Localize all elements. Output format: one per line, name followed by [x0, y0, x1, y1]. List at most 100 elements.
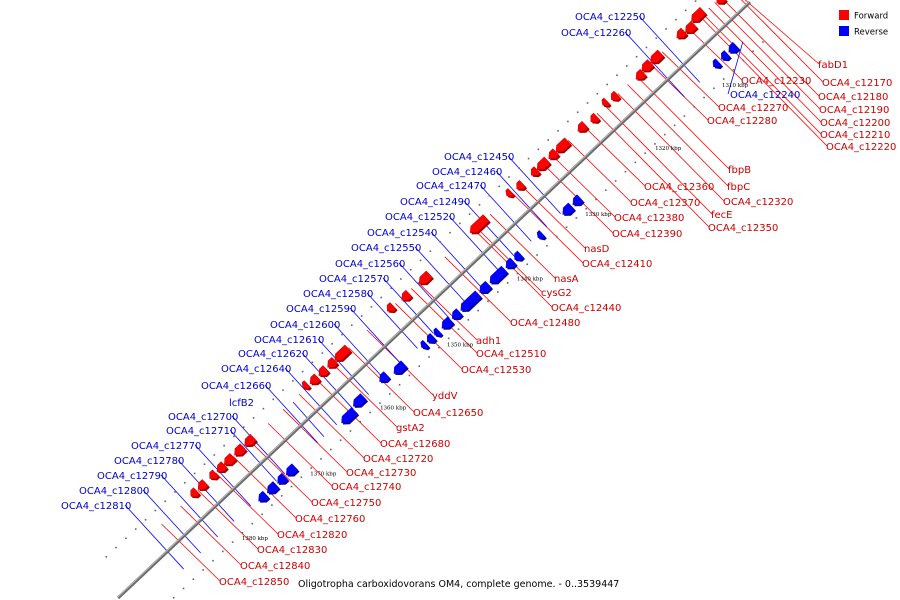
reverse-gene-label[interactable]: OCA4_c12580: [303, 289, 373, 300]
reverse-gene-label[interactable]: OCA4_c12470: [416, 181, 486, 192]
reverse-gene-label[interactable]: OCA4_c12780: [114, 456, 184, 467]
reverse-gene-arrow[interactable]: [536, 230, 547, 241]
forward-gene-label[interactable]: OCA4_c12350: [708, 223, 778, 234]
reverse-gene-label[interactable]: OCA4_c12600: [270, 320, 340, 331]
reverse-gene-arrow[interactable]: [433, 327, 444, 338]
reverse-gene-label[interactable]: OCA4_c12460: [432, 167, 502, 178]
forward-gene-arrow[interactable]: [334, 344, 353, 363]
forward-gene-label[interactable]: fecE: [711, 210, 733, 221]
forward-gene-arrow[interactable]: [234, 443, 248, 457]
forward-gene-arrow[interactable]: [209, 469, 221, 481]
reverse-gene-label[interactable]: OCA4_c12260: [561, 28, 631, 39]
reverse-gene-arrow[interactable]: [460, 290, 483, 312]
reverse-gene-arrow[interactable]: [451, 308, 464, 321]
forward-gene-label[interactable]: OCA4_c12230: [741, 76, 811, 87]
forward-gene-arrow[interactable]: [224, 453, 238, 467]
forward-gene-arrow[interactable]: [548, 148, 561, 161]
forward-gene-arrow[interactable]: [401, 289, 414, 302]
reverse-gene-arrow[interactable]: [489, 265, 510, 285]
forward-gene-arrow[interactable]: [318, 365, 331, 378]
reverse-gene-arrow[interactable]: [441, 316, 456, 330]
forward-gene-arrow[interactable]: [676, 27, 689, 40]
reverse-gene-arrow[interactable]: [277, 472, 290, 485]
reverse-gene-label[interactable]: OCA4_c12570: [319, 274, 389, 285]
forward-gene-arrow[interactable]: [691, 6, 708, 24]
forward-gene-label[interactable]: OCA4_c12390: [612, 229, 682, 240]
forward-gene-label[interactable]: OCA4_c12380: [614, 213, 684, 224]
reverse-gene-label[interactable]: OCA4_c12640: [221, 364, 291, 375]
forward-gene-label[interactable]: OCA4_c12760: [295, 514, 365, 525]
reverse-gene-arrow[interactable]: [426, 332, 438, 345]
forward-gene-label[interactable]: fbpC: [727, 182, 750, 193]
forward-gene-label[interactable]: nasD: [584, 244, 610, 255]
forward-gene-arrow[interactable]: [536, 156, 552, 172]
forward-gene-label[interactable]: OCA4_c12370: [630, 198, 700, 209]
forward-gene-arrow[interactable]: [641, 59, 656, 73]
reverse-gene-label[interactable]: OCA4_c12490: [400, 197, 470, 208]
forward-gene-arrow[interactable]: [418, 270, 434, 286]
forward-gene-arrow[interactable]: [190, 487, 202, 499]
reverse-gene-label[interactable]: OCA4_c12810: [61, 501, 131, 512]
forward-gene-arrow[interactable]: [650, 49, 666, 65]
reverse-gene-arrow[interactable]: [341, 407, 360, 425]
reverse-gene-arrow[interactable]: [379, 371, 392, 384]
forward-gene-label[interactable]: OCA4_c12280: [707, 116, 777, 127]
reverse-gene-arrow[interactable]: [420, 339, 431, 351]
reverse-gene-label[interactable]: OCA4_c12550: [351, 243, 421, 254]
forward-gene-label[interactable]: OCA4_c12680: [380, 439, 450, 450]
reverse-gene-arrow[interactable]: [258, 490, 271, 503]
forward-gene-label[interactable]: OCA4_c12830: [257, 545, 327, 556]
forward-gene-label[interactable]: fbpB: [728, 165, 751, 176]
forward-gene-label[interactable]: OCA4_c12170: [822, 78, 892, 89]
forward-gene-label[interactable]: gstA2: [396, 423, 425, 434]
reverse-gene-label[interactable]: OCA4_c12240: [730, 90, 800, 101]
forward-gene-label[interactable]: OCA4_c12750: [311, 498, 381, 509]
forward-gene-label[interactable]: OCA4_c12210: [820, 130, 890, 141]
reverse-gene-arrow[interactable]: [353, 393, 369, 408]
forward-gene-label[interactable]: fabD1: [818, 60, 848, 71]
forward-gene-label[interactable]: OCA4_c12650: [413, 408, 483, 419]
forward-gene-label[interactable]: cysG2: [541, 288, 572, 299]
reverse-gene-arrow[interactable]: [721, 50, 732, 62]
forward-gene-label[interactable]: OCA4_c12480: [510, 318, 580, 329]
forward-gene-label[interactable]: OCA4_c12320: [723, 197, 793, 208]
forward-gene-arrow[interactable]: [197, 479, 210, 491]
reverse-gene-label[interactable]: OCA4_c12610: [254, 335, 324, 346]
forward-gene-arrow[interactable]: [635, 68, 648, 81]
forward-gene-label[interactable]: adh1: [476, 336, 501, 347]
forward-gene-label[interactable]: OCA4_c12820: [277, 530, 347, 541]
reverse-gene-label[interactable]: OCA4_c12560: [335, 259, 405, 270]
reverse-gene-arrow[interactable]: [479, 280, 494, 295]
reverse-gene-label[interactable]: OCA4_c12620: [238, 349, 308, 360]
forward-gene-arrow[interactable]: [216, 461, 229, 474]
reverse-gene-label[interactable]: OCA4_c12800: [79, 486, 149, 497]
forward-gene-label[interactable]: OCA4_c12510: [476, 349, 546, 360]
reverse-gene-label[interactable]: OCA4_c12250: [575, 12, 645, 23]
reverse-gene-label[interactable]: OCA4_c12660: [201, 381, 271, 392]
forward-gene-arrow[interactable]: [555, 137, 573, 154]
forward-gene-arrow[interactable]: [577, 120, 590, 133]
forward-gene-label[interactable]: OCA4_c12270: [718, 103, 788, 114]
reverse-gene-arrow[interactable]: [505, 257, 518, 270]
forward-gene-arrow[interactable]: [244, 433, 258, 448]
reverse-gene-label[interactable]: OCA4_c12590: [286, 304, 356, 315]
reverse-gene-label[interactable]: OCA4_c12450: [444, 152, 514, 163]
forward-gene-arrow[interactable]: [505, 188, 516, 199]
forward-gene-label[interactable]: OCA4_c12410: [582, 259, 652, 270]
reverse-gene-arrow[interactable]: [562, 202, 576, 216]
reverse-gene-label[interactable]: OCA4_c12710: [166, 426, 236, 437]
forward-gene-arrow[interactable]: [610, 90, 622, 102]
forward-gene-arrow[interactable]: [716, 0, 728, 5]
reverse-gene-arrow[interactable]: [267, 481, 281, 495]
forward-gene-label[interactable]: OCA4_c12200: [820, 118, 890, 129]
forward-gene-label[interactable]: OCA4_c12720: [363, 454, 433, 465]
reverse-gene-label[interactable]: OCA4_c12790: [97, 471, 167, 482]
forward-gene-label[interactable]: OCA4_c12220: [826, 142, 896, 153]
forward-gene-arrow[interactable]: [327, 356, 340, 369]
forward-gene-label[interactable]: nasA: [554, 274, 579, 285]
reverse-gene-label[interactable]: OCA4_c12700: [168, 412, 238, 423]
reverse-gene-label[interactable]: lcfB2: [229, 398, 254, 409]
reverse-gene-arrow[interactable]: [285, 463, 300, 477]
forward-gene-label[interactable]: OCA4_c12360: [644, 182, 714, 193]
reverse-gene-label[interactable]: OCA4_c12770: [131, 441, 201, 452]
